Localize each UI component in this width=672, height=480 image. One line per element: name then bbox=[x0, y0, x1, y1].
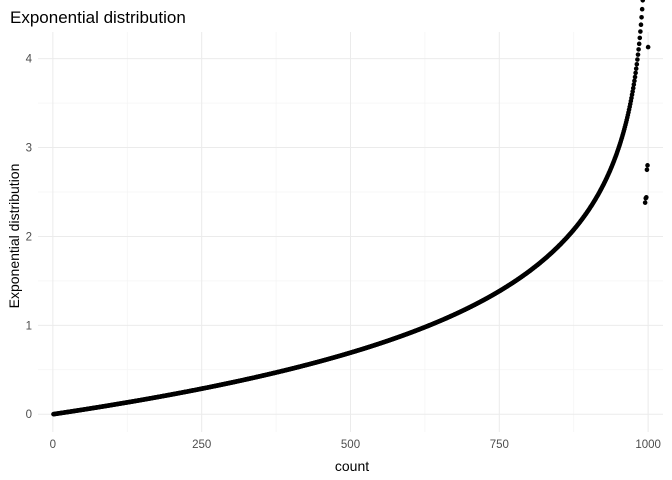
data-point bbox=[630, 89, 635, 94]
x-tick-label: 0 bbox=[50, 439, 56, 451]
data-point bbox=[639, 6, 645, 12]
data-point bbox=[635, 52, 641, 57]
data-point bbox=[632, 78, 637, 84]
x-tick-label: 1000 bbox=[635, 439, 661, 451]
data-point bbox=[638, 22, 644, 28]
data-point bbox=[645, 44, 651, 50]
data-point bbox=[639, 14, 644, 20]
data-point bbox=[633, 70, 638, 76]
y-tick-label: 4 bbox=[26, 54, 33, 66]
x-axis-label: count bbox=[335, 458, 369, 474]
y-axis-label: Exponential distribution bbox=[6, 164, 22, 309]
data-point bbox=[631, 82, 637, 87]
y-tick-label: 3 bbox=[26, 143, 32, 155]
y-tick-label: 2 bbox=[26, 231, 32, 243]
x-tick-label: 750 bbox=[490, 439, 509, 451]
data-point bbox=[632, 74, 638, 80]
data-point bbox=[638, 29, 643, 34]
data-point bbox=[645, 163, 650, 168]
y-tick-label: 1 bbox=[26, 320, 32, 332]
grid bbox=[38, 32, 663, 432]
x-tick-label: 250 bbox=[192, 439, 211, 451]
data-point bbox=[633, 66, 639, 71]
data-point bbox=[634, 61, 640, 67]
data-point bbox=[636, 47, 641, 52]
data-point bbox=[640, 0, 646, 3]
y-tick-label: 0 bbox=[26, 409, 32, 421]
data-point bbox=[644, 195, 649, 200]
chart-title: Exponential distribution bbox=[10, 8, 186, 27]
x-tick-label: 500 bbox=[341, 439, 360, 451]
data-points bbox=[51, 0, 651, 417]
data-point bbox=[644, 167, 650, 173]
tick-labels: 0 250 500 750 1000 0 1 2 3 4 bbox=[26, 54, 661, 451]
data-point bbox=[636, 41, 642, 47]
data-point bbox=[642, 200, 648, 205]
data-point bbox=[630, 85, 636, 91]
data-point bbox=[637, 35, 643, 41]
data-point bbox=[635, 57, 640, 62]
